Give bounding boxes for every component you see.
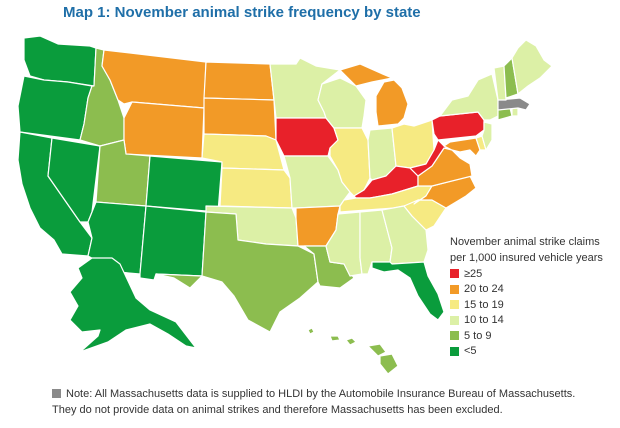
state-VT (493, 65, 507, 101)
note: Note: All Massachusetts data is supplied… (52, 386, 575, 418)
legend-item: 5 to 9 (450, 328, 620, 344)
map-title: Map 1: November animal strike frequency … (63, 4, 421, 21)
state-NC (413, 175, 477, 209)
state-MI (375, 79, 409, 127)
state-NJ (481, 121, 493, 151)
state-HI-2 (329, 335, 341, 342)
state-MI-up (339, 63, 393, 87)
legend: November animal strike claims per 1,000 … (450, 234, 620, 359)
state-FL (371, 261, 445, 321)
legend-label: 15 to 19 (464, 298, 504, 311)
state-TX (155, 211, 319, 333)
state-NY (439, 73, 499, 121)
legend-label: 20 to 24 (464, 283, 504, 296)
state-HI-3 (345, 337, 357, 346)
legend-label: ≥25 (464, 267, 483, 280)
state-ME (511, 39, 553, 95)
state-AK (69, 257, 197, 353)
state-HI-4 (367, 343, 387, 357)
legend-swatch (450, 346, 459, 356)
legend-swatch (450, 300, 459, 310)
state-WY (123, 101, 205, 159)
state-MT (101, 49, 207, 109)
legend-item: ≥25 (450, 266, 620, 282)
legend-label: <5 (464, 345, 477, 358)
state-NM (139, 205, 207, 281)
legend-swatch (450, 269, 459, 279)
legend-item: <5 (450, 344, 620, 360)
state-CO (145, 155, 223, 213)
state-OR (17, 75, 93, 141)
state-HI-1 (307, 327, 315, 335)
legend-label: 10 to 14 (464, 314, 504, 327)
state-MA (497, 97, 531, 111)
legend-swatch (450, 284, 459, 294)
state-ND (203, 61, 275, 101)
state-HI-5 (379, 353, 399, 375)
note-line2: They do not provide data on animal strik… (52, 404, 503, 416)
legend-title-line2: per 1,000 insured vehicle years (450, 252, 603, 264)
excluded-swatch (52, 389, 61, 398)
legend-title-line1: November animal strike claims (450, 236, 600, 248)
state-SD (203, 97, 277, 141)
legend-rows: ≥25 20 to 24 15 to 19 10 to 14 5 to 9 <5 (450, 266, 620, 359)
legend-item: 10 to 14 (450, 313, 620, 329)
legend-swatch (450, 331, 459, 341)
note-line1-text: Note: All Massachusetts data is supplied… (66, 388, 576, 400)
state-RI (511, 107, 519, 117)
legend-item: 15 to 19 (450, 297, 620, 313)
note-line1: Note: All Massachusetts data is supplied… (52, 386, 575, 402)
legend-item: 20 to 24 (450, 282, 620, 298)
legend-label: 5 to 9 (464, 329, 492, 342)
state-MD (443, 137, 481, 157)
state-KS (219, 167, 293, 209)
state-IA (275, 117, 339, 157)
legend-swatch (450, 315, 459, 325)
